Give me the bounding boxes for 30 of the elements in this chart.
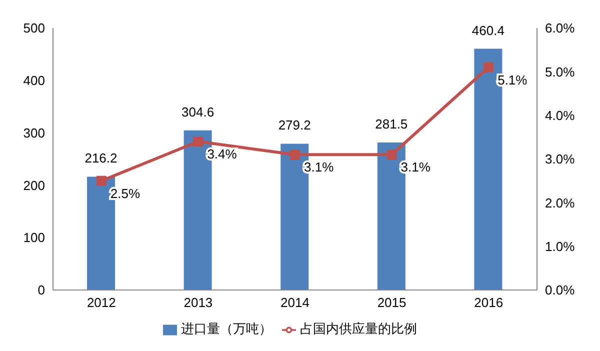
point	[484, 62, 494, 72]
y2-tick-label: 6.0%	[545, 20, 576, 36]
data-label: 279.2	[278, 118, 311, 133]
data-label: 304.6	[182, 104, 214, 120]
y2-tick-label: 4.0%	[545, 108, 576, 123]
x-tick-label: 2012	[86, 295, 116, 310]
data-label: 281.5	[375, 116, 408, 132]
y-tick-label: 200	[23, 178, 45, 193]
legend-label: 进口量（万吨）	[181, 321, 272, 336]
x-tick-label: 2015	[377, 295, 406, 310]
data-label: 460.4	[472, 22, 504, 38]
legend-label: 占国内供应量的比例	[300, 321, 417, 336]
y2-tick-label: 2.0%	[545, 195, 576, 210]
point	[96, 176, 106, 186]
y-tick-label: 0	[38, 282, 45, 298]
x-tick-label: 2016	[474, 295, 504, 310]
point	[193, 136, 204, 147]
y-tick-label: 400	[23, 73, 45, 88]
y2-tick-label: 1.0%	[545, 238, 576, 254]
y-tick-label: 500	[23, 20, 45, 36]
point	[386, 150, 397, 160]
y2-tick-label: 3.0%	[545, 152, 576, 167]
x-tick-label: 2014	[280, 295, 310, 310]
x-tick-label: 2013	[184, 295, 213, 310]
y2-tick-label: 0.0%	[545, 282, 576, 298]
y2-tick-label: 5.0%	[545, 64, 576, 80]
y-tick-label: 100	[23, 230, 45, 246]
y-tick-label: 300	[23, 125, 45, 140]
point	[290, 150, 300, 160]
data-label: 216.2	[84, 150, 118, 166]
